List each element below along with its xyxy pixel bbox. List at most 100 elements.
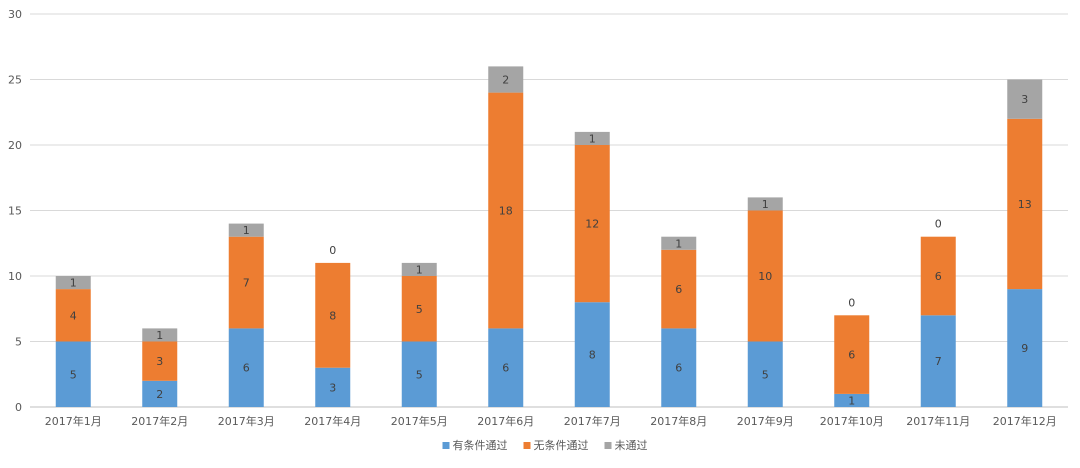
data-label: 6 [502, 362, 509, 375]
data-label: 9 [1021, 342, 1028, 355]
legend-swatch [442, 442, 450, 449]
x-tick-label: 2017年1月 [45, 414, 102, 428]
data-label: 1 [416, 263, 423, 276]
x-tick-label: 2017年5月 [391, 414, 448, 428]
legend-label: 有条件通过 [453, 438, 508, 452]
x-tick-label: 2017年2月 [131, 414, 188, 428]
data-label: 8 [589, 349, 596, 362]
data-label: 5 [762, 368, 769, 381]
bar-segment [228, 328, 264, 407]
data-label: 0 [329, 244, 336, 257]
data-label: 3 [329, 381, 336, 394]
bar-segment [55, 276, 91, 290]
data-label: 7 [243, 277, 250, 290]
data-label: 6 [675, 283, 682, 296]
y-tick-label: 0 [15, 401, 22, 414]
data-label: 1 [762, 198, 769, 211]
bar-segment [920, 315, 956, 407]
y-axis-ticks: 0 5 10 15 20 25 30 [8, 8, 22, 414]
bar-segment [228, 223, 264, 237]
data-label: 1 [156, 329, 163, 342]
gridlines [30, 13, 1068, 408]
data-label: 1 [589, 132, 596, 145]
data-label: 7 [935, 355, 942, 368]
x-tick-label: 2017年7月 [564, 414, 621, 428]
bar-segment [142, 380, 178, 407]
data-label: 2 [156, 388, 163, 401]
y-tick-label: 15 [8, 205, 22, 218]
bar-segment [488, 66, 524, 93]
data-label: 6 [935, 270, 942, 283]
data-label: 5 [70, 368, 77, 381]
data-label: 2 [502, 74, 509, 87]
bar-segment [315, 367, 351, 407]
legend: 有条件通过 无条件通过 未通过 [442, 438, 648, 452]
bar-segment [401, 262, 437, 276]
x-tick-label: 2017年11月 [906, 414, 970, 428]
bar-segment [1007, 118, 1043, 290]
bar-segment [574, 302, 610, 407]
data-label: 0 [848, 296, 855, 309]
data-label: 5 [416, 303, 423, 316]
x-tick-label: 2017年8月 [650, 414, 707, 428]
data-label: 6 [675, 362, 682, 375]
bar-segment [747, 197, 783, 211]
x-tick-label: 2017年9月 [737, 414, 794, 428]
data-label: 5 [416, 368, 423, 381]
data-label: 12 [585, 218, 599, 231]
bar-segment [55, 289, 91, 342]
bar-segment [55, 341, 91, 407]
bar-segment [834, 393, 870, 407]
data-label: 1 [243, 224, 250, 237]
bar-segment [142, 341, 178, 381]
x-tick-label: 2017年12月 [993, 414, 1057, 428]
y-tick-label: 25 [8, 74, 22, 87]
bar-segment [574, 145, 610, 303]
x-tick-label: 2017年4月 [304, 414, 361, 428]
x-tick-label: 2017年6月 [477, 414, 534, 428]
data-label: 0 [935, 218, 942, 231]
x-axis-ticks: 2017年1月 2017年2月 2017年3月 2017年4月 2017年5月 2017年… [45, 414, 1057, 428]
y-tick-label: 30 [8, 8, 22, 21]
bar-segment [661, 328, 697, 407]
bar-segment [488, 328, 524, 407]
bar-segment [228, 236, 264, 329]
legend-label: 未通过 [615, 439, 648, 452]
bars [55, 66, 1043, 407]
data-label: 1 [848, 394, 855, 407]
data-label: 3 [1021, 93, 1028, 106]
bar-segment [1007, 79, 1043, 119]
x-tick-label: 2017年3月 [218, 414, 275, 428]
data-label: 6 [848, 349, 855, 362]
bar-segment [747, 210, 783, 342]
bar-segment [1007, 289, 1043, 407]
data-label: 1 [70, 277, 77, 290]
data-label: 6 [243, 362, 250, 375]
data-label: 13 [1018, 198, 1032, 211]
bar-segment [661, 236, 697, 250]
bar-segment [747, 341, 783, 407]
y-tick-label: 5 [15, 336, 22, 349]
bar-segment [315, 262, 351, 368]
data-label: 4 [70, 309, 77, 322]
bar-segment [661, 249, 697, 329]
x-tick-label: 2017年10月 [820, 414, 884, 428]
legend-swatch [523, 442, 531, 449]
bar-segment [401, 276, 437, 342]
y-tick-label: 20 [8, 139, 22, 152]
bar-segment [401, 341, 437, 407]
bar-segment [920, 236, 956, 316]
bar-segment [834, 315, 870, 394]
data-label: 3 [156, 355, 163, 368]
data-label: 18 [499, 205, 513, 218]
bar-segment [488, 92, 524, 329]
bar-segment [574, 131, 610, 145]
data-label: 8 [329, 309, 336, 322]
data-label: 1 [675, 237, 682, 250]
data-label: 10 [758, 270, 772, 283]
y-tick-label: 10 [8, 270, 22, 283]
legend-label: 无条件通过 [534, 438, 589, 452]
